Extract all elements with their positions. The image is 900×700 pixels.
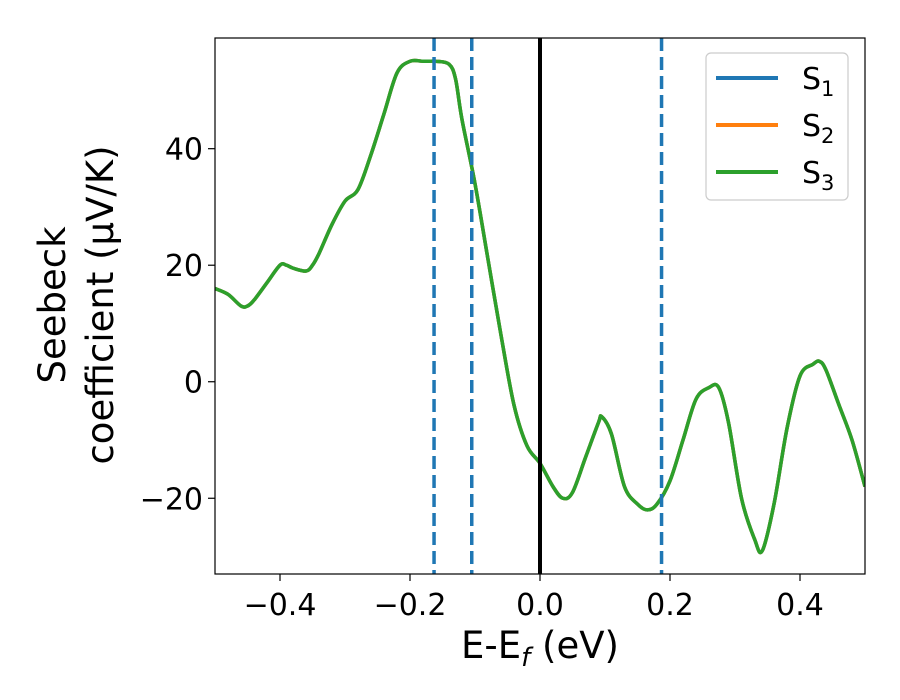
y-tick-label: 0 [184,366,203,401]
legend-label-1: S1 [802,62,834,101]
x-axis-label-tail: (eV) [530,624,619,667]
y-axis-label-line1: Seebeck [31,226,74,384]
legend-label-subscript: 3 [821,171,834,195]
legend-label-3: S3 [802,156,834,195]
y-axis-label-line2: coefficient (μV/K) [79,145,122,464]
x-tick-label: 0.4 [776,588,824,623]
legend-label-base: S [802,62,821,97]
legend-label-base: S [802,156,821,191]
x-axis-label-main: E-E [461,624,521,667]
x-tick-label: −0.4 [244,588,317,623]
series-line-3 [215,58,865,555]
legend-label-base: S [802,109,821,144]
x-tick-label: 0.2 [646,588,694,623]
y-tick-label: 40 [165,133,203,168]
x-tick-label: 0.0 [516,588,564,623]
legend-label-subscript: 1 [821,77,834,101]
y-tick-label: 20 [165,249,203,284]
axes: −0.4 −0.2 0.0 0.2 0.4 −20 0 20 40 [140,37,866,623]
plot-clipped-group [215,58,865,555]
x-axis-label: E-Ef (eV) [461,624,619,673]
plot-area [215,38,865,574]
legend-label-2: S2 [802,109,834,148]
legend-label-subscript: 2 [821,124,834,148]
x-tick-label: −0.2 [374,588,447,623]
y-tick-label: −20 [140,482,203,517]
